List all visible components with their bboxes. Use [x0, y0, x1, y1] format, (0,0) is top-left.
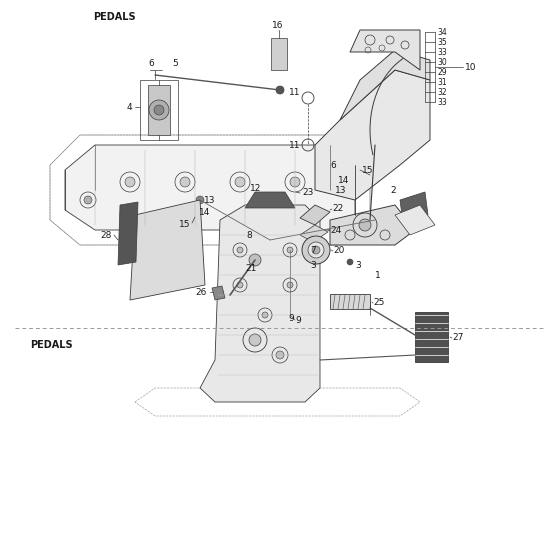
Circle shape [290, 177, 300, 187]
Text: 30: 30 [437, 58, 447, 67]
Bar [140, 80, 178, 140]
Polygon shape [118, 202, 138, 265]
Text: 31: 31 [437, 77, 447, 86]
Circle shape [249, 254, 261, 266]
Polygon shape [300, 205, 330, 225]
Circle shape [235, 177, 245, 187]
Text: 25: 25 [373, 297, 384, 306]
Text: 26: 26 [195, 287, 207, 296]
Polygon shape [415, 312, 448, 362]
Text: 33: 33 [437, 48, 447, 57]
Text: 3: 3 [355, 260, 361, 269]
Circle shape [308, 242, 324, 258]
Polygon shape [395, 205, 435, 235]
Polygon shape [200, 205, 320, 402]
Circle shape [347, 259, 353, 265]
Text: 28: 28 [101, 231, 112, 240]
Bar [271, 38, 287, 70]
Text: 12: 12 [250, 184, 262, 193]
Circle shape [287, 282, 293, 288]
Text: 24: 24 [330, 226, 341, 235]
Text: PEDALS: PEDALS [93, 12, 136, 22]
Text: 20: 20 [333, 245, 344, 254]
Bar [330, 294, 370, 309]
Text: 8: 8 [246, 231, 252, 240]
Polygon shape [340, 50, 430, 120]
Text: 27: 27 [452, 333, 463, 342]
Polygon shape [300, 225, 328, 242]
Circle shape [149, 100, 169, 120]
Circle shape [287, 247, 293, 253]
Circle shape [276, 86, 284, 94]
Text: 14: 14 [338, 175, 349, 184]
Text: 5: 5 [172, 58, 178, 68]
Polygon shape [130, 200, 205, 300]
Text: 9: 9 [295, 315, 301, 324]
Text: 1: 1 [375, 270, 381, 279]
Circle shape [154, 105, 164, 115]
Polygon shape [350, 30, 420, 70]
Text: 7: 7 [310, 245, 316, 254]
Text: 35: 35 [437, 38, 447, 46]
Polygon shape [330, 145, 355, 190]
Polygon shape [400, 192, 428, 223]
Circle shape [237, 282, 243, 288]
Polygon shape [65, 145, 355, 230]
Text: 9: 9 [288, 314, 294, 323]
Text: 3: 3 [310, 260, 316, 269]
Text: 32: 32 [437, 87, 447, 96]
Text: PEDALS: PEDALS [30, 339, 73, 349]
Text: 4: 4 [127, 102, 132, 111]
Polygon shape [315, 70, 430, 200]
Text: 10: 10 [465, 63, 477, 72]
Circle shape [240, 227, 246, 233]
Text: 13: 13 [335, 185, 347, 194]
Text: 13: 13 [203, 195, 215, 204]
Circle shape [302, 245, 308, 251]
Circle shape [191, 213, 199, 221]
Text: 22: 22 [332, 203, 343, 212]
Polygon shape [245, 192, 295, 208]
Circle shape [180, 177, 190, 187]
Text: 2: 2 [390, 185, 395, 194]
Text: 29: 29 [437, 68, 447, 77]
Text: 6: 6 [148, 58, 154, 68]
Polygon shape [148, 85, 170, 135]
Polygon shape [330, 205, 415, 245]
Circle shape [302, 236, 330, 264]
Text: 34: 34 [437, 27, 447, 36]
Text: 33: 33 [437, 97, 447, 106]
Text: 15: 15 [362, 166, 374, 175]
Polygon shape [212, 286, 225, 300]
Circle shape [262, 312, 268, 318]
Text: 11: 11 [288, 87, 300, 96]
Circle shape [237, 247, 243, 253]
Circle shape [249, 334, 261, 346]
Text: 14: 14 [199, 208, 210, 217]
Circle shape [312, 246, 320, 254]
Text: 16: 16 [272, 21, 284, 30]
Text: 21: 21 [245, 264, 256, 273]
Circle shape [267, 237, 273, 243]
Circle shape [125, 177, 135, 187]
Circle shape [276, 351, 284, 359]
Circle shape [359, 219, 371, 231]
Text: 15: 15 [179, 220, 190, 228]
Text: 11: 11 [288, 141, 300, 150]
Text: 6: 6 [330, 161, 336, 170]
Circle shape [84, 196, 92, 204]
Text: 23: 23 [302, 188, 314, 197]
Circle shape [196, 196, 204, 204]
